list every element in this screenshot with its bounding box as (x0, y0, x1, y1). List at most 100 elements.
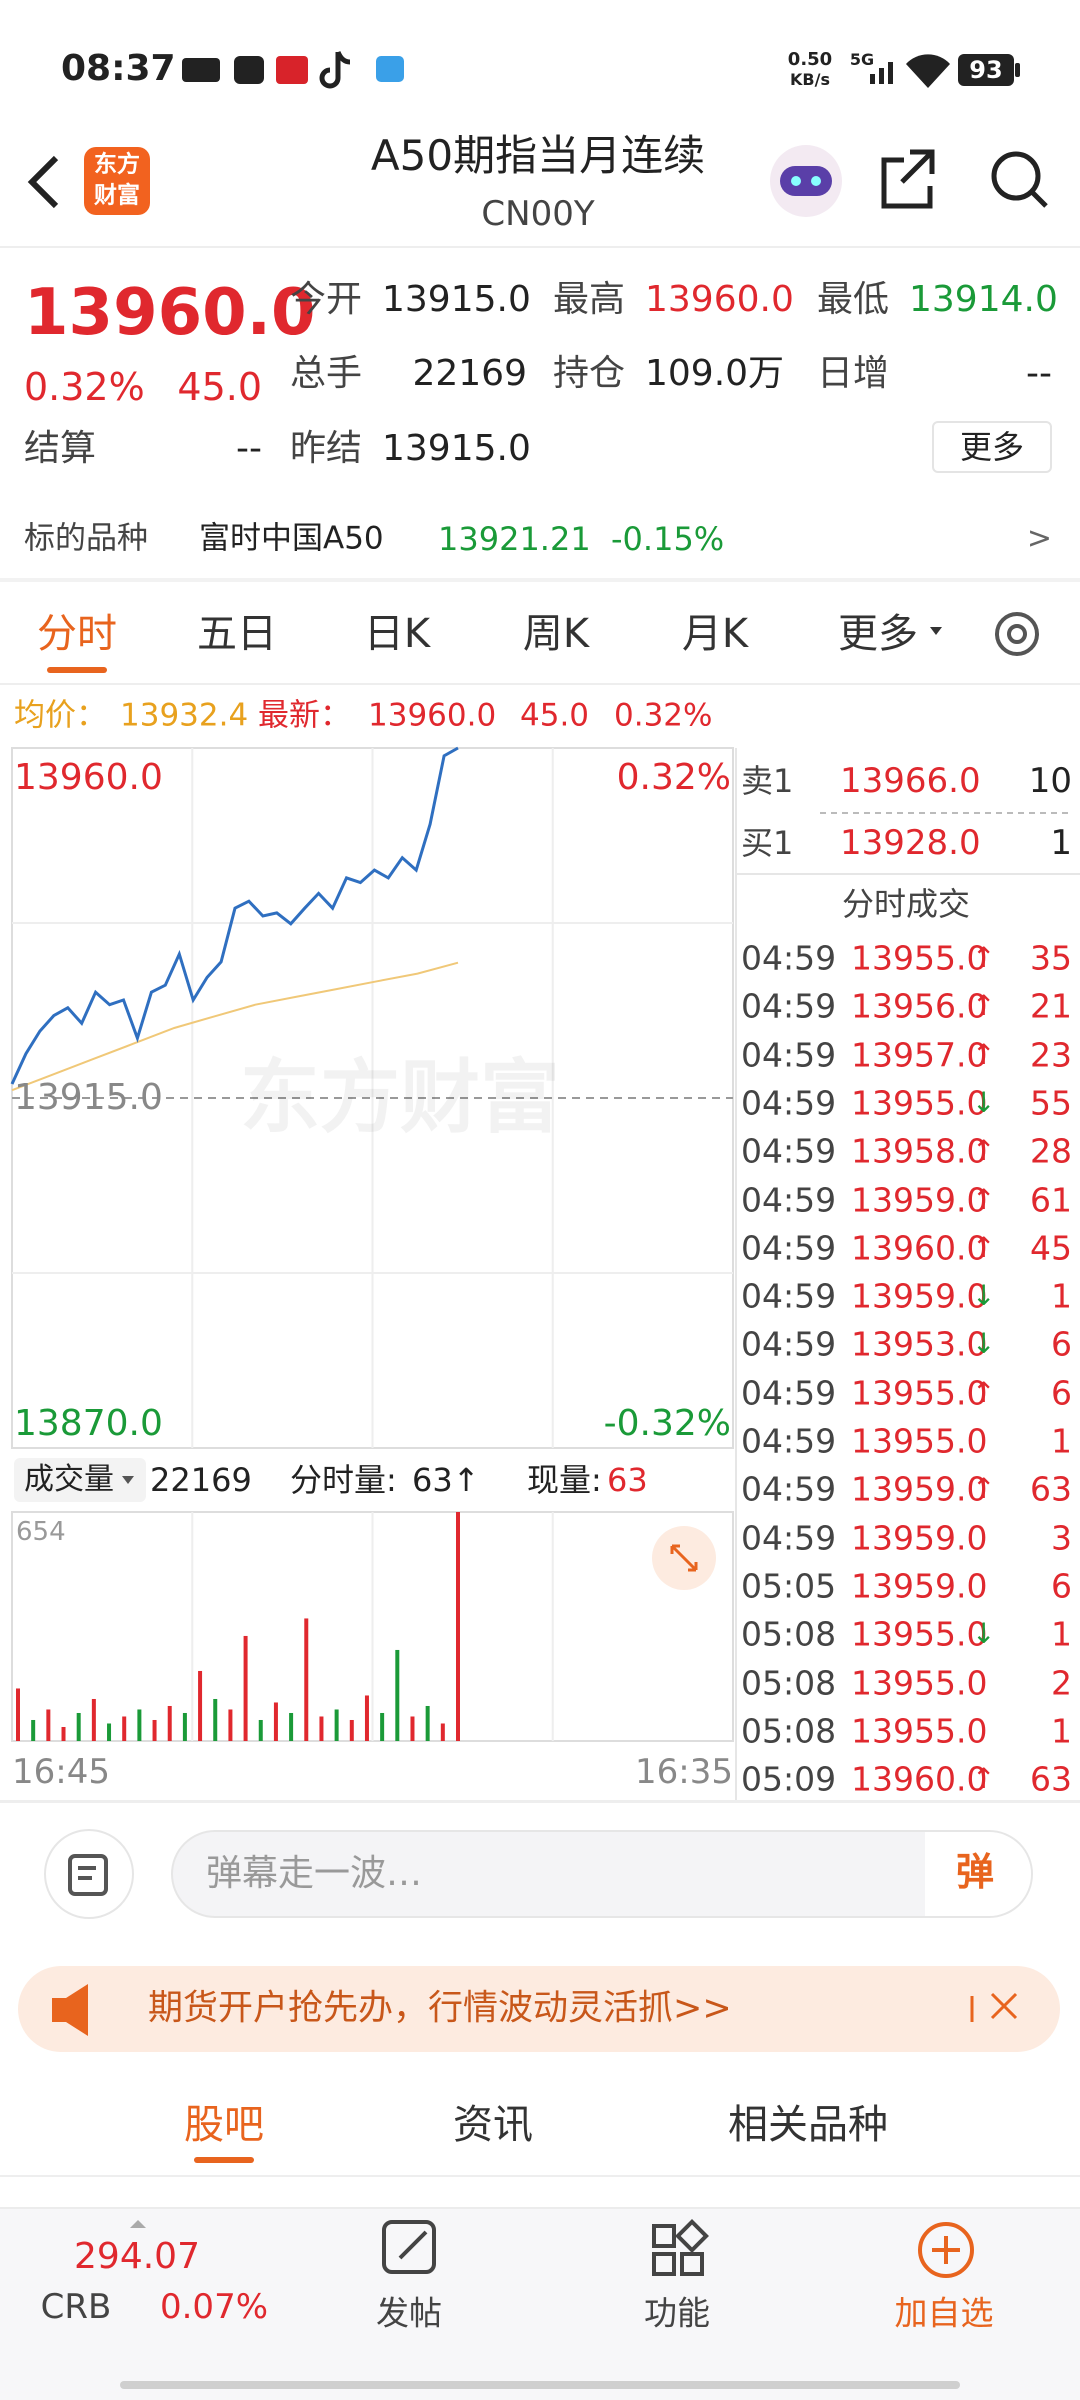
index-change[interactable]: 0.07% (159, 2287, 269, 2327)
logo-text: 财富 (94, 182, 140, 209)
battery-tip (1015, 63, 1020, 77)
sub-tab[interactable]: 股吧 (184, 2102, 264, 2148)
header-divider (0, 246, 1080, 248)
avg-line (11, 961, 459, 1092)
watermark: 东方财富 (240, 1051, 560, 1144)
sub-tab-divider (0, 2175, 1080, 2177)
battery-level: 93 (969, 56, 1003, 84)
trade-price: 13959.0 (851, 1276, 988, 1316)
chart-tab[interactable]: 五日 (197, 611, 277, 657)
field-value: -- (1026, 353, 1052, 394)
trade-time: 04:59 (741, 1373, 837, 1413)
volume-bar (364, 1695, 369, 1741)
field-label: 今开 (290, 279, 363, 320)
volume-bar (289, 1712, 294, 1741)
share-button[interactable] (881, 149, 935, 209)
book-side: 卖1 (741, 762, 794, 800)
trade-arrow: ↓ (972, 1279, 996, 1313)
expand-button[interactable] (652, 1526, 716, 1590)
logo-box[interactable] (84, 147, 150, 215)
trade-price: 13959.0 (851, 1180, 988, 1219)
tab-dropdown-caret (930, 627, 942, 635)
book-qty: 1 (1050, 823, 1072, 863)
signal-bar (879, 68, 884, 84)
trade-time: 04:59 (741, 986, 837, 1026)
chart-tab[interactable]: 分时 (37, 611, 117, 657)
volume-bar (258, 1719, 263, 1741)
index-name[interactable]: CRB (40, 2287, 112, 2327)
app-icon (376, 56, 404, 82)
field-value: 13914.0 (909, 279, 1058, 320)
volume-bar (228, 1709, 233, 1741)
field-label: 最低 (817, 279, 890, 320)
field-label: 最高 (553, 279, 626, 320)
underlying-price: 13921.21 (438, 520, 591, 558)
active-tab-underline (47, 667, 107, 673)
comment-icon[interactable] (44, 1829, 134, 1919)
index-value[interactable]: 294.07 (74, 2236, 200, 2277)
trade-time: 04:59 (741, 1421, 837, 1461)
comment-input[interactable] (171, 1830, 1033, 1918)
chart-tab[interactable]: 日K (363, 611, 431, 657)
book-qty: 10 (1028, 761, 1072, 801)
post-icon[interactable] (382, 2220, 436, 2274)
sub-tab[interactable]: 资讯 (453, 2102, 533, 2148)
trade-time: 04:59 (741, 1518, 837, 1558)
trade-arrow: ↑ (972, 1134, 996, 1168)
trade-qty: 63 (1030, 1469, 1072, 1509)
trade-time: 05:08 (741, 1614, 837, 1654)
banner-close[interactable] (970, 1992, 1018, 2022)
chart-tab[interactable]: 更多 (838, 611, 918, 657)
settings-button[interactable] (995, 612, 1039, 656)
volume-bar (243, 1635, 248, 1741)
section-divider (0, 578, 1080, 582)
volume-bar (107, 1723, 112, 1741)
watchlist-icon[interactable] (918, 2222, 974, 2278)
trade-time: 04:59 (741, 1228, 837, 1268)
page-title: A50期指当月连续 (370, 131, 706, 180)
chart-tab[interactable]: 周K (522, 611, 590, 657)
underlying-name: 富时中国A50 (199, 520, 384, 557)
search-button[interactable] (991, 151, 1048, 208)
back-button[interactable] (27, 155, 59, 209)
more-button-label[interactable]: 更多 (959, 428, 1025, 466)
volume-menu-box[interactable] (14, 1458, 146, 1502)
volume-tick-label: 654 (16, 1517, 66, 1547)
volume-bar (213, 1698, 218, 1741)
danmu-label[interactable]: 弹 (955, 1850, 995, 1894)
book-price: 13966.0 (840, 761, 981, 801)
current-label: 现量: (527, 1461, 602, 1499)
chart-bottom-divider (0, 1800, 1080, 1803)
volume-bar (152, 1719, 157, 1741)
chart-tab[interactable]: 月K (681, 611, 749, 657)
volume-menu[interactable]: 成交量 (24, 1462, 114, 1497)
nav-item[interactable]: 发帖 (376, 2293, 442, 2333)
net-speed: 0.50 (787, 49, 833, 70)
assistant-icon[interactable] (770, 145, 842, 217)
x-label: 16:35 (635, 1752, 733, 1792)
app-icon (182, 58, 220, 82)
underlying-arrow[interactable]: > (1026, 521, 1052, 556)
sub-tab[interactable]: 相关品种 (728, 2102, 888, 2148)
field-label: 总手 (290, 353, 363, 394)
y2-tick-label: 0.32% (616, 757, 731, 798)
danmu-button[interactable] (925, 1832, 1031, 1916)
nav-item[interactable]: 加自选 (894, 2293, 994, 2333)
more-button[interactable] (932, 421, 1052, 473)
trade-price: 13957.0 (851, 1035, 988, 1075)
volume-bar (395, 1649, 400, 1741)
trade-time: 04:59 (741, 1083, 837, 1123)
trade-qty: 63 (1030, 1759, 1072, 1799)
nav-item[interactable]: 功能 (644, 2293, 710, 2333)
volume-bar (61, 1726, 66, 1741)
function-icon[interactable] (652, 2219, 709, 2276)
signal-label: 5G (849, 50, 875, 69)
trade-qty: 1 (1051, 1711, 1072, 1751)
volume-bar (304, 1618, 309, 1741)
banner-text[interactable]: 期货开户抢先办，行情波动灵活抓>> (148, 1988, 732, 2029)
wifi-icon (906, 54, 950, 88)
comment-placeholder[interactable]: 弹幕走一波… (206, 1853, 423, 1894)
banner[interactable] (18, 1966, 1060, 2052)
logo-text: 东方 (94, 151, 140, 178)
info-change-pct: 0.32% (614, 697, 713, 734)
